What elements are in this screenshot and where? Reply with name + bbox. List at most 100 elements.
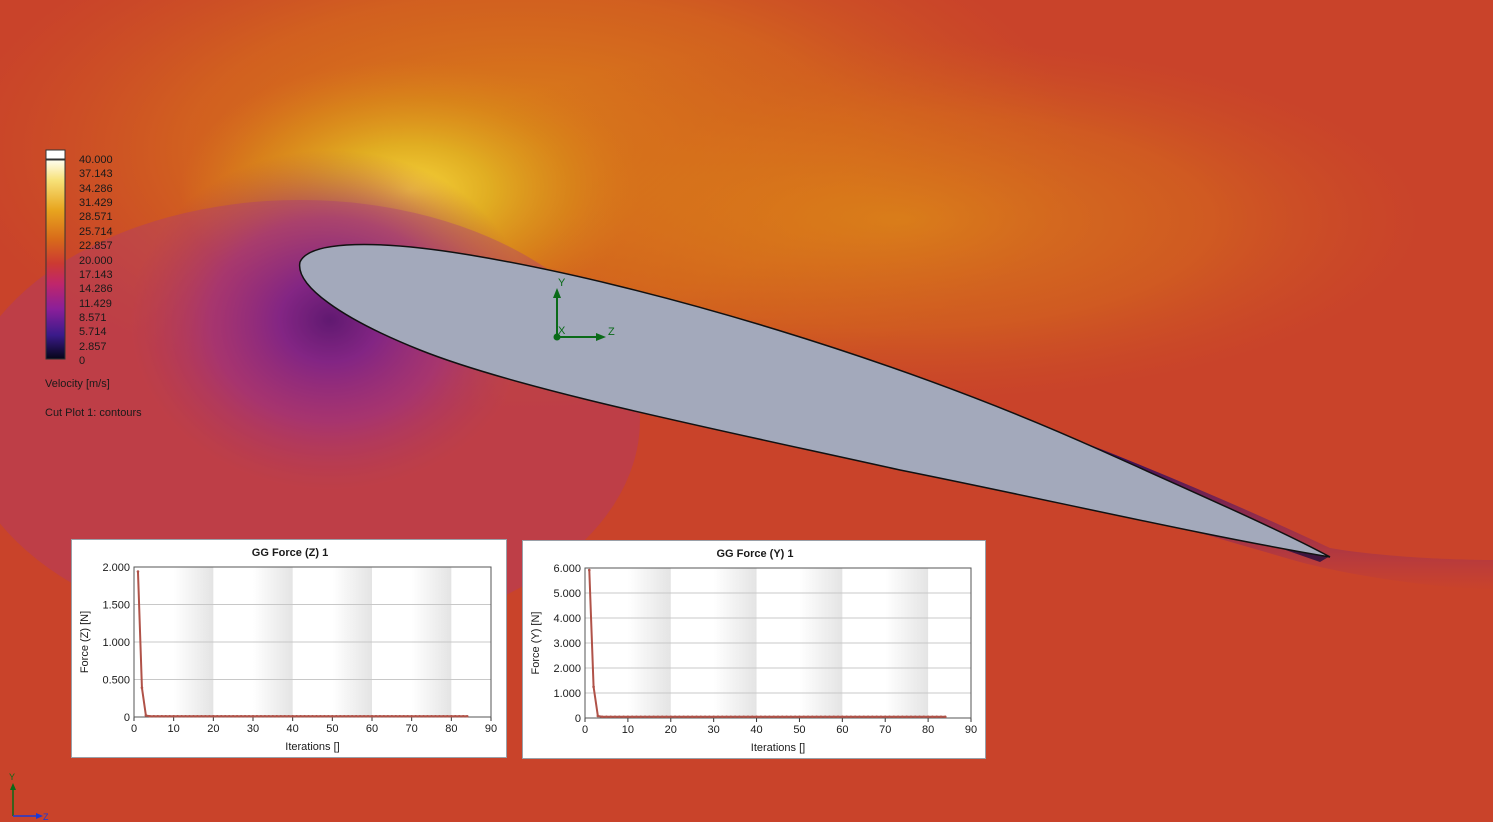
data-point [192, 714, 195, 718]
chart-title: GG Force (Z) 1 [252, 547, 328, 559]
data-point [819, 715, 823, 719]
legend-tick-label: 5.714 [79, 326, 107, 339]
data-point [922, 715, 926, 719]
data-point [271, 714, 275, 718]
data-point [156, 714, 160, 718]
data-point [913, 715, 917, 719]
data-point [461, 714, 465, 718]
data-point [148, 714, 152, 718]
data-point [609, 715, 613, 719]
data-point [639, 715, 643, 719]
data-point [370, 714, 374, 718]
y-axis-label: Force (Y) [N] [530, 612, 542, 675]
x-tick-label: 80 [445, 723, 457, 735]
x-tick-label: 40 [750, 724, 762, 736]
data-point [398, 714, 402, 718]
data-point [239, 714, 243, 718]
chart-panel-force-z[interactable]: GG Force (Z) 1 0 0.500 1.000 1.500 2.000 0 10 20… [71, 539, 507, 758]
data-point [703, 715, 707, 719]
x-tick-label: 50 [326, 723, 338, 735]
model-axes-triad: Y X Z [553, 277, 615, 341]
data-point [219, 714, 223, 718]
data-point [815, 715, 818, 719]
data-point [216, 714, 219, 718]
data-point [422, 714, 425, 718]
data-point [712, 715, 715, 719]
legend-max-cap [45, 149, 66, 160]
data-point [136, 570, 140, 573]
data-point [450, 714, 453, 718]
data-point [247, 714, 251, 718]
data-point [152, 714, 156, 718]
data-point [733, 715, 737, 719]
x-tick-label: 20 [665, 724, 677, 736]
data-point [943, 715, 947, 719]
data-point [287, 714, 290, 718]
data-point [669, 715, 673, 719]
legend-tick-label: 0 [79, 355, 86, 367]
chart-force-y: GG Force (Y) 1 0 1.000 2.000 3.000 4.000 5.000… [530, 548, 977, 754]
legend-tick-label: 22.857 [79, 240, 113, 253]
data-point [307, 714, 310, 718]
y-tick-label: 0.500 [102, 675, 130, 687]
data-point [618, 715, 621, 719]
data-point [909, 715, 913, 719]
data-point [291, 714, 294, 718]
data-point [892, 715, 896, 719]
chart-force-z: GG Force (Z) 1 0 0.500 1.000 1.500 2.000 0 10 20… [79, 547, 497, 753]
data-point [802, 715, 806, 719]
y-tick-label: 0 [124, 712, 130, 724]
x-tick-label: 60 [836, 724, 848, 736]
data-point [841, 715, 844, 719]
data-point [251, 714, 255, 718]
data-point [695, 715, 698, 719]
legend-tick-label: 40.000 [79, 154, 113, 166]
data-point [335, 714, 338, 718]
data-point [418, 714, 421, 718]
data-point [901, 715, 904, 719]
legend-tick-label: 8.571 [79, 311, 107, 324]
x-tick-label: 20 [207, 723, 219, 735]
y-tick-label: 5.000 [553, 588, 581, 600]
data-point [140, 686, 144, 690]
data-point [168, 714, 171, 718]
data-point [223, 714, 227, 718]
data-point [342, 714, 346, 718]
data-point [457, 714, 461, 718]
x-axis-label: Iterations [] [285, 741, 339, 753]
data-point [849, 715, 853, 719]
data-point [772, 715, 776, 719]
data-point [323, 714, 326, 718]
x-tick-label: 0 [582, 724, 588, 736]
triad-y-label: Y [558, 277, 566, 289]
data-point [331, 714, 334, 718]
data-point [406, 714, 410, 718]
y-tick-label: 0 [575, 713, 581, 725]
data-point [235, 714, 239, 718]
data-point [386, 714, 390, 718]
data-point [200, 714, 203, 718]
data-point [338, 714, 342, 718]
data-point [866, 715, 870, 719]
data-point [905, 715, 908, 719]
data-point [208, 714, 211, 718]
data-point [755, 715, 758, 719]
data-point [935, 715, 938, 719]
data-point [939, 715, 943, 719]
data-point [600, 715, 604, 719]
data-point [311, 714, 314, 718]
data-point [454, 714, 457, 718]
data-point [763, 715, 767, 719]
y-tick-label: 4.000 [553, 613, 581, 625]
data-point [366, 714, 370, 718]
data-point [176, 714, 179, 718]
chart-panel-force-y[interactable]: GG Force (Y) 1 0 1.000 2.000 3.000 4.000 5.000… [522, 540, 986, 759]
x-tick-label: 10 [622, 724, 634, 736]
data-point [686, 715, 690, 719]
y-tick-label: 3.000 [553, 638, 581, 650]
x-tick-label: 90 [485, 723, 497, 735]
y-tick-label: 1.000 [102, 637, 130, 649]
triad-x-label: X [558, 325, 566, 337]
view-orientation-triad[interactable]: Y Z [0, 770, 60, 822]
